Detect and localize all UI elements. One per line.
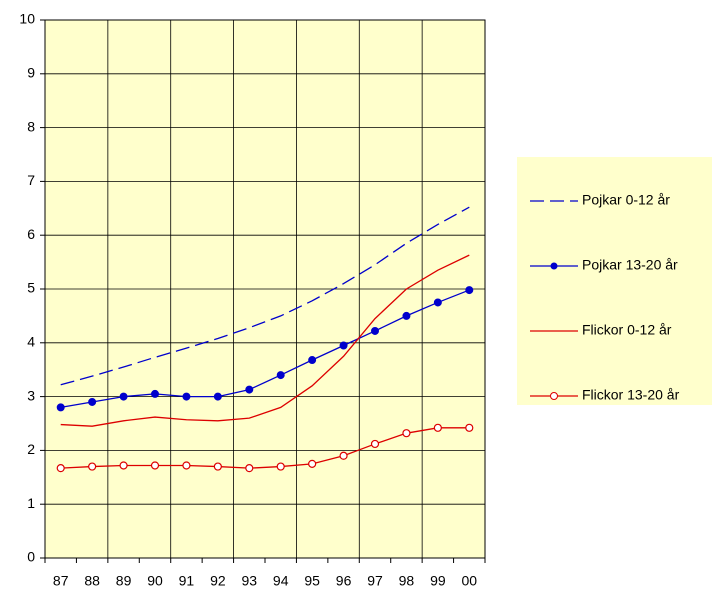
x-tick-label: 99 [430,573,446,589]
x-tick-label: 96 [336,573,352,589]
x-tick-label: 92 [210,573,226,589]
series-line [60,254,470,427]
point [339,451,348,460]
point [276,371,285,380]
point [119,461,128,470]
point [402,311,411,320]
point [182,392,191,401]
point [245,464,254,473]
point [151,389,159,398]
y-tick-label: 4 [27,334,35,350]
x-tick-label: 00 [461,573,477,589]
point [276,462,285,471]
y-tick-label: 6 [27,226,35,242]
legend-label: Pojkar 13-20 år [582,257,678,273]
x-tick-label: 93 [241,573,257,589]
x-tick-label: 87 [53,573,69,589]
y-tick-label: 2 [27,441,35,457]
point [56,464,65,473]
legend-label: Flickor 13-20 år [582,387,680,403]
point [433,298,442,307]
x-tick-label: 98 [399,573,415,589]
series-line [60,427,470,469]
point [56,403,65,412]
point [213,392,222,401]
series-line [60,289,470,409]
plot-border [44,19,486,559]
y-tick-label: 10 [19,11,35,27]
point [308,459,317,468]
x-tick-label: 88 [84,573,100,589]
point [465,286,474,295]
point [150,461,160,470]
point [245,385,254,394]
y-tick-label: 8 [27,118,35,134]
point [88,462,97,471]
legend-marker [550,262,558,270]
legend-label: Pojkar 0-12 år [582,192,670,208]
x-tick-label: 95 [304,573,320,589]
x-tick-label: 97 [367,573,383,589]
y-tick-label: 1 [27,495,35,511]
point [119,392,128,401]
y-tick-label: 3 [27,387,35,403]
y-tick-label: 0 [27,549,35,565]
x-tick-label: 91 [179,573,195,589]
legend-box [517,157,712,405]
y-tick-label: 5 [27,280,35,296]
x-tick-label: 94 [273,573,289,589]
point [433,423,442,432]
point [371,326,379,335]
point [308,356,317,365]
y-tick-label: 9 [27,65,35,81]
point [370,439,380,449]
y-tick-label: 7 [27,172,35,188]
legend-label: Flickor 0-12 år [582,322,672,338]
legend-marker [550,392,558,400]
point [339,341,348,350]
point [402,429,411,438]
point [465,423,474,432]
x-tick-label: 89 [116,573,132,589]
x-tick-label: 90 [147,573,163,589]
point [88,397,97,406]
series-line [60,206,470,386]
point [182,461,191,470]
point [213,462,222,471]
